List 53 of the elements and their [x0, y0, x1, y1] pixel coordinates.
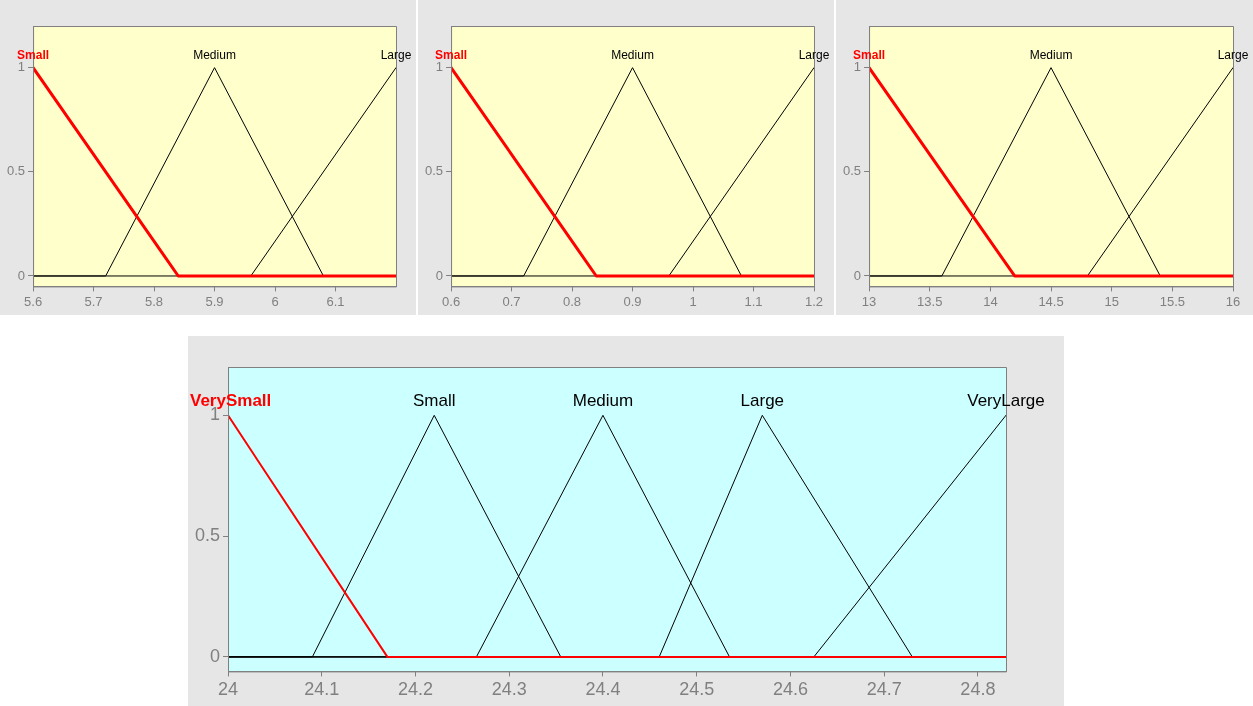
series-label: VeryLarge: [967, 390, 1045, 410]
series-label: Small: [17, 47, 50, 62]
y-tick-label: 0.5: [6, 163, 26, 179]
x-tick-label: 14.5: [1038, 293, 1064, 309]
x-tick-label: 24.4: [585, 679, 621, 700]
y-tick-label: 1: [17, 59, 26, 75]
x-tick-label: 16: [1225, 293, 1241, 309]
x-tick-label: 1.1: [744, 293, 763, 309]
y-tick-label: 0.5: [424, 163, 444, 179]
series-label: Small: [412, 390, 456, 410]
series-label: Small: [435, 47, 468, 62]
x-tick-label: 5.8: [145, 293, 164, 309]
x-tick-label: 15.5: [1159, 293, 1185, 309]
x-tick-label: 24: [218, 679, 239, 700]
y-tick-label: 0: [210, 645, 221, 666]
x-tick-label: 13: [861, 293, 877, 309]
x-tick-label: 5.6: [24, 293, 43, 309]
y-tick-label: 0.5: [194, 525, 221, 546]
y-tick-label: 1: [435, 59, 444, 75]
y-tick-label: 0: [17, 267, 26, 283]
x-tick-label: 1: [689, 293, 697, 309]
x-tick-label: 6.1: [326, 293, 345, 309]
x-tick-label: 13.5: [917, 293, 943, 309]
x-tick-label: 24.8: [960, 679, 996, 700]
series-label: Small: [853, 47, 886, 62]
series-label: Medium: [1029, 47, 1073, 62]
x-tick-label: 0.7: [502, 293, 521, 309]
x-tick-label: 0.9: [623, 293, 642, 309]
x-tick-label: 5.9: [205, 293, 224, 309]
x-tick-label: 24.1: [304, 679, 340, 700]
x-tick-label: 15: [1104, 293, 1119, 309]
series-label: Medium: [611, 47, 654, 62]
x-tick-label: 0.6: [442, 293, 461, 309]
x-tick-label: 1.2: [804, 293, 824, 309]
x-tick-label: 0.8: [563, 293, 582, 309]
series-label: Large: [1217, 47, 1249, 62]
y-tick-label: 0: [853, 267, 862, 283]
series-label: Large: [798, 47, 830, 62]
x-tick-label: 5.7: [84, 293, 103, 309]
series-label: Large: [380, 47, 412, 62]
x-tick-label: 24.5: [679, 679, 715, 700]
x-tick-label: 6: [271, 293, 279, 309]
y-tick-label: 1: [853, 59, 862, 75]
x-tick-label: 24.7: [866, 679, 902, 700]
series-label: Medium: [572, 390, 634, 410]
x-tick-label: 14: [983, 293, 998, 309]
series-label: Large: [740, 390, 785, 410]
y-tick-label: 0.5: [842, 163, 862, 179]
y-tick-label: 0: [435, 267, 444, 283]
x-tick-label: 24.6: [772, 679, 808, 700]
series-label: Medium: [193, 47, 236, 62]
x-tick-label: 24.2: [397, 679, 434, 700]
x-tick-label: 24.3: [491, 679, 527, 700]
